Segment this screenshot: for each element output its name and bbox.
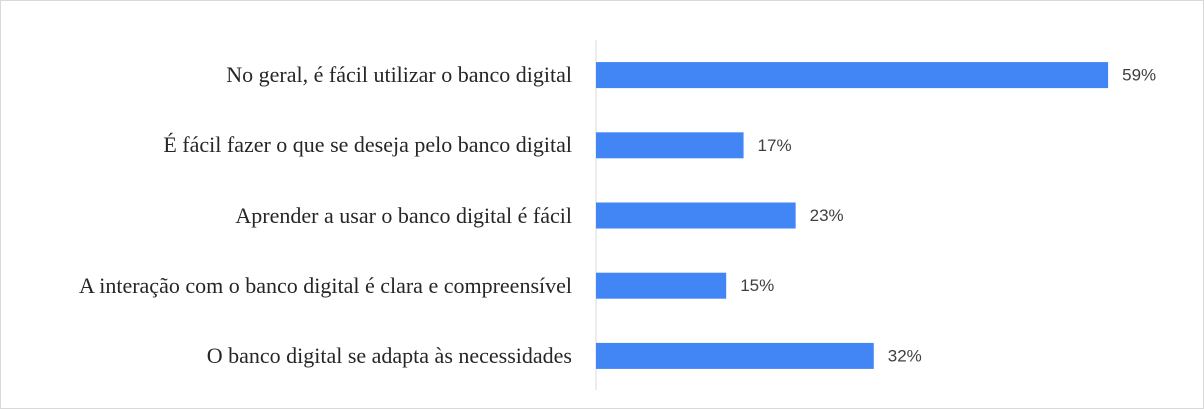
category-label-text: Aprender a usar o banco digital é fácil <box>235 202 572 228</box>
category-label-text: O banco digital se adapta às necessidade… <box>206 342 572 368</box>
value-label: 17% <box>758 136 792 155</box>
value-label: 59% <box>1122 66 1156 85</box>
bar <box>596 272 727 299</box>
category-label-text: A interação com o banco digital é clara … <box>79 272 572 298</box>
category-label: O banco digital se adapta às necessidade… <box>207 326 572 386</box>
value-label: 15% <box>740 276 774 295</box>
bar <box>596 132 744 159</box>
value-label: 23% <box>810 206 844 225</box>
bar <box>596 202 796 229</box>
category-label: É fácil fazer o que se deseja pelo banco… <box>163 115 572 175</box>
category-label: A interação com o banco digital é clara … <box>79 256 572 316</box>
bar <box>596 62 1109 89</box>
category-label: Aprender a usar o banco digital é fácil <box>235 186 572 246</box>
category-label-text: No geral, é fácil utilizar o banco digit… <box>226 62 572 88</box>
bar <box>596 342 874 369</box>
category-label-text: É fácil fazer o que se deseja pelo banco… <box>163 132 572 158</box>
category-label: No geral, é fácil utilizar o banco digit… <box>226 45 572 105</box>
value-label: 32% <box>888 346 922 365</box>
